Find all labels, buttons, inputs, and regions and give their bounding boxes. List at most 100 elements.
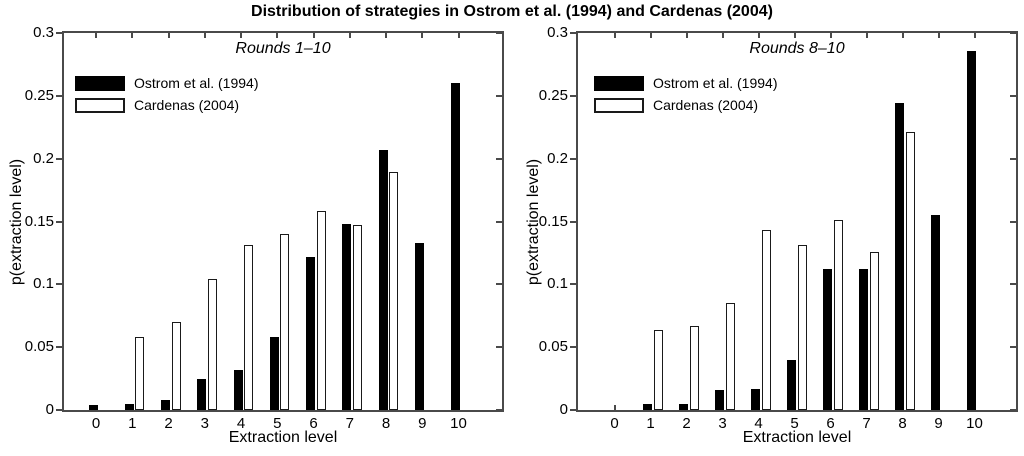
bar-series1-cat1	[135, 337, 145, 410]
y-tick-label: 0	[559, 401, 568, 418]
y-tick-mark	[1010, 32, 1016, 34]
legend: Ostrom et al. (1994) Cardenas (2004)	[594, 76, 778, 120]
y-tick-label: 0.25	[538, 86, 568, 104]
bar-series0-cat3	[715, 389, 724, 410]
bar-series0-cat9	[414, 242, 424, 410]
y-tick-mark	[570, 409, 576, 411]
x-tick-mark	[721, 33, 724, 38]
x-tick-label: 10	[450, 415, 467, 432]
legend-label-ostrom: Ostrom et al. (1994)	[134, 75, 259, 91]
x-tick-mark	[649, 33, 652, 38]
y-tick-mark	[1010, 283, 1016, 286]
y-tick-mark	[56, 157, 62, 160]
bar-series1-cat2	[689, 325, 699, 410]
bar-series1-cat3	[207, 279, 217, 410]
bar-series1-cat1	[653, 329, 663, 410]
y-tick-mark	[570, 157, 576, 160]
x-tick-mark	[685, 33, 688, 38]
x-tick-label: 6	[826, 415, 835, 432]
bar-series0-cat2	[161, 399, 170, 410]
bar-series0-cat4	[751, 388, 760, 410]
legend-label-cardenas: Cardenas (2004)	[134, 97, 240, 113]
x-tick-mark	[901, 33, 904, 38]
y-tick-mark	[56, 94, 62, 97]
bar-series0-cat8	[378, 149, 388, 410]
x-tick-label: 4	[754, 415, 763, 432]
y-tick-mark	[570, 346, 576, 349]
x-tick-mark	[95, 33, 97, 38]
x-tick-mark	[203, 33, 206, 38]
y-tick-mark	[496, 32, 502, 34]
x-axis-label: Extraction level	[228, 429, 338, 446]
bar-series1-cat5	[280, 234, 290, 410]
panel-subtitle: Rounds 8–10	[749, 40, 845, 57]
x-tick-label: 5	[273, 415, 282, 432]
bar-series1-cat3	[725, 303, 735, 410]
y-tick-label: 0.05	[24, 338, 54, 356]
y-tick-label: 0	[45, 401, 54, 418]
figure-title: Distribution of strategies in Ostrom et …	[251, 3, 773, 20]
x-tick-label: 2	[164, 415, 173, 432]
legend: Ostrom et al. (1994) Cardenas (2004)	[75, 76, 259, 120]
bar-series0-cat1	[124, 403, 134, 410]
x-tick-mark	[131, 33, 134, 38]
y-tick-mark	[496, 220, 502, 223]
legend-label-ostrom: Ostrom et al. (1994)	[653, 75, 778, 91]
y-tick-mark	[56, 32, 62, 34]
x-tick-mark	[865, 33, 868, 38]
y-tick-label: 0.15	[24, 212, 54, 230]
bar-series0-cat5	[787, 359, 796, 410]
x-tick-label: 5	[790, 415, 799, 432]
x-tick-mark	[240, 33, 242, 38]
bar-series1-cat5	[797, 245, 807, 410]
x-axis-label: Extraction level	[742, 429, 852, 446]
bar-series0-cat9	[931, 215, 940, 410]
x-tick-label: 8	[898, 415, 907, 432]
y-tick-mark	[1010, 220, 1016, 223]
y-tick-label: 0.2	[547, 149, 568, 167]
x-tick-label: 3	[200, 415, 209, 432]
y-tick-mark	[1010, 346, 1016, 349]
x-tick-label: 1	[646, 415, 655, 432]
x-tick-label: 9	[934, 415, 943, 432]
y-tick-mark	[56, 220, 62, 223]
y-tick-mark	[570, 94, 576, 97]
x-tick-mark	[613, 33, 616, 38]
legend-row-ostrom: Ostrom et al. (1994)	[594, 76, 778, 91]
y-tick-label: 0.3	[33, 24, 54, 41]
y-tick-label: 0.25	[24, 86, 54, 104]
x-tick-mark	[385, 33, 387, 38]
panel-subtitle: Rounds 1–10	[235, 40, 331, 57]
bar-series0-cat2	[679, 403, 688, 410]
y-tick-mark	[56, 283, 62, 286]
bar-series1-cat7	[352, 225, 362, 410]
x-tick-mark	[793, 33, 796, 38]
bar-series0-cat10	[967, 50, 976, 410]
bar-series1-cat8	[389, 172, 398, 410]
x-tick-label: 2	[682, 415, 691, 432]
legend-swatch-ostrom	[75, 76, 125, 91]
x-tick-mark	[276, 33, 279, 38]
y-tick-mark	[496, 157, 502, 160]
x-tick-mark	[757, 33, 760, 38]
y-tick-label: 0.3	[547, 24, 568, 41]
bar-series0-cat1	[643, 403, 652, 410]
bar-series0-cat7	[859, 269, 868, 410]
y-tick-mark	[56, 409, 62, 411]
bar-series1-cat4	[244, 245, 253, 410]
bar-series0-cat8	[895, 103, 904, 410]
bar-series0-cat0	[88, 404, 98, 410]
y-tick-label: 0.2	[33, 149, 54, 167]
x-tick-mark	[167, 33, 170, 38]
x-tick-mark	[937, 33, 940, 38]
bar-series0-cat5	[269, 337, 279, 410]
bar-series1-cat4	[761, 230, 771, 410]
y-tick-label: 0.05	[538, 338, 568, 356]
x-tick-mark	[421, 33, 424, 38]
y-tick-mark	[496, 409, 502, 411]
x-tick-label: 0	[91, 415, 101, 432]
x-tick-label: 0	[610, 415, 619, 432]
x-tick-label: 7	[345, 415, 354, 432]
y-tick-mark	[1010, 94, 1016, 97]
x-tick-mark	[613, 405, 616, 410]
